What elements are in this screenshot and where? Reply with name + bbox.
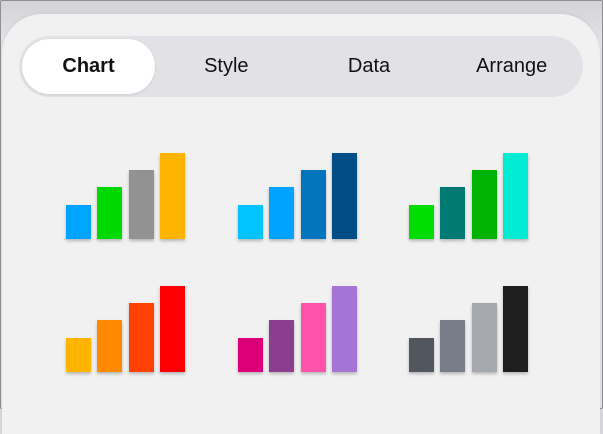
chart-style-swatch-1[interactable] xyxy=(66,149,196,239)
swatch-bar xyxy=(331,153,357,239)
swatch-bar xyxy=(238,204,263,239)
swatch-bar xyxy=(66,337,91,372)
swatch-bar xyxy=(269,187,295,239)
segmented-control: Chart Style Data Arrange xyxy=(19,36,583,97)
chart-style-swatch-4[interactable] xyxy=(66,282,196,372)
swatch-bar xyxy=(128,303,154,372)
swatch-bar xyxy=(471,303,497,372)
chart-style-swatch-5[interactable] xyxy=(238,282,368,372)
swatch-bar xyxy=(440,320,466,372)
swatch-bar xyxy=(471,170,497,239)
swatch-bar xyxy=(159,286,185,372)
swatch-bar xyxy=(502,286,528,372)
tab-arrange[interactable]: Arrange xyxy=(476,55,548,77)
swatch-bar xyxy=(331,286,357,372)
swatch-bar xyxy=(502,153,528,239)
tab-style[interactable]: Style xyxy=(204,55,249,77)
chart-style-swatch-6[interactable] xyxy=(409,282,539,372)
swatch-bar xyxy=(238,337,263,372)
swatch-bar xyxy=(128,170,154,239)
swatch-bar xyxy=(159,153,185,239)
swatch-bar xyxy=(300,170,326,239)
swatch-bar xyxy=(440,187,466,239)
swatch-bar xyxy=(409,204,434,239)
swatch-bar xyxy=(300,303,326,372)
tab-chart[interactable]: Chart xyxy=(22,39,155,94)
chart-style-swatch-3[interactable] xyxy=(409,149,539,239)
chart-style-swatch-2[interactable] xyxy=(238,149,368,239)
tab-data[interactable]: Data xyxy=(347,55,391,77)
swatch-bar xyxy=(97,320,123,372)
swatch-bar xyxy=(66,204,91,239)
swatch-bar xyxy=(97,187,123,239)
swatch-bar xyxy=(269,320,295,372)
swatch-bar xyxy=(409,337,434,372)
